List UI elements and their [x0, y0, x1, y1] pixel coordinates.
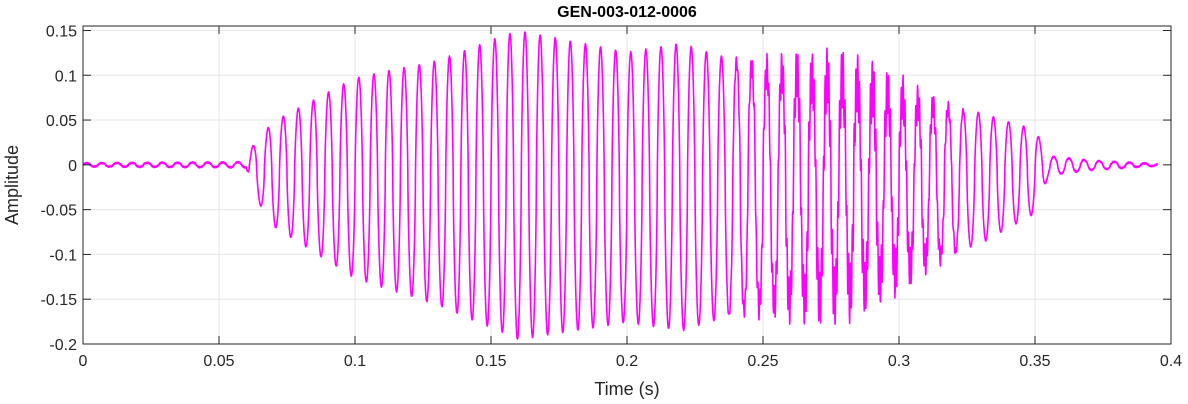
signal-line: [82, 31, 1159, 340]
x-tick-label: 0.2: [616, 353, 638, 370]
y-axis-ticks: -0.2 -0.15 -0.1 -0.05 0 0.05 0.1 0.15: [41, 23, 1171, 354]
signal-series: [82, 31, 1159, 340]
y-tick-label: 0.1: [55, 68, 77, 85]
x-tick-label: 0.3: [888, 353, 910, 370]
y-tick-label: 0.15: [46, 23, 77, 40]
y-tick-label: -0.15: [41, 292, 78, 309]
x-tick-label: 0.35: [1019, 353, 1050, 370]
x-tick-label: 0.05: [203, 353, 234, 370]
chart-title: GEN-003-012-0006: [557, 4, 697, 21]
x-tick-label: 0: [79, 353, 88, 370]
y-axis-label: Amplitude: [2, 145, 22, 225]
y-tick-label: 0.05: [46, 113, 77, 130]
x-axis-ticks: 0 0.05 0.1 0.15 0.2 0.25 0.3 0.35 0.4: [79, 26, 1182, 370]
y-tick-label: 0: [68, 158, 77, 175]
y-tick-label: -0.1: [49, 247, 77, 264]
y-tick-label: -0.05: [41, 203, 78, 220]
x-tick-label: 0.4: [1160, 353, 1182, 370]
x-tick-label: 0.25: [747, 353, 778, 370]
x-tick-label: 0.15: [475, 353, 506, 370]
y-tick-label: -0.2: [49, 337, 77, 354]
x-tick-label: 0.1: [344, 353, 366, 370]
x-axis-label: Time (s): [594, 379, 659, 399]
